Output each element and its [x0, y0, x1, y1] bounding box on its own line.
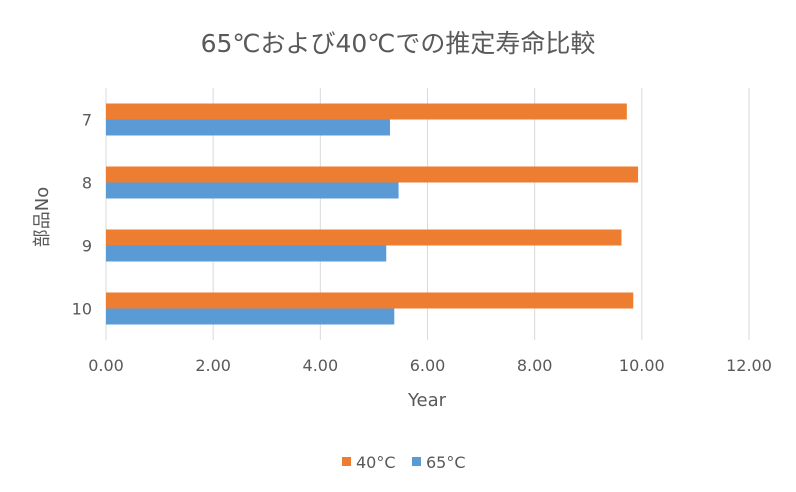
y-tick-label: 7: [82, 111, 92, 130]
y-tick-labels: 7 8 9 10: [72, 111, 92, 319]
x-tick-label: 8.00: [517, 356, 553, 375]
legend-entry: 40°C: [356, 453, 396, 472]
x-tick-label: 12.00: [726, 356, 772, 375]
bar: [106, 245, 387, 262]
y-tick-label: 9: [82, 237, 92, 256]
bar: [106, 229, 622, 246]
y-tick-label: 10: [72, 300, 92, 319]
x-tick-label: 4.00: [303, 356, 339, 375]
legend-swatch: [342, 457, 351, 466]
x-axis-label: Year: [407, 390, 447, 411]
legend-entry: 65°C: [426, 453, 466, 472]
bar: [106, 182, 399, 199]
y-axis-label: 部品No: [32, 187, 53, 247]
bar: [106, 103, 627, 120]
y-tick-label: 8: [82, 174, 92, 193]
bar: [106, 166, 639, 183]
bars: [106, 103, 639, 325]
x-tick-label: 6.00: [410, 356, 446, 375]
x-tick-label: 10.00: [619, 356, 665, 375]
bar: [106, 119, 390, 136]
x-tick-labels: 0.00 2.00 4.00 6.00 8.00 10.00 12.00: [88, 356, 772, 375]
legend: 40°C 65°C: [342, 453, 466, 472]
chart-title: 65℃および40℃での推定寿命比較: [201, 29, 596, 58]
bar: [106, 292, 634, 309]
x-tick-label: 2.00: [195, 356, 231, 375]
x-tick-label: 0.00: [88, 356, 124, 375]
legend-swatch: [412, 457, 421, 466]
bar: [106, 308, 395, 325]
